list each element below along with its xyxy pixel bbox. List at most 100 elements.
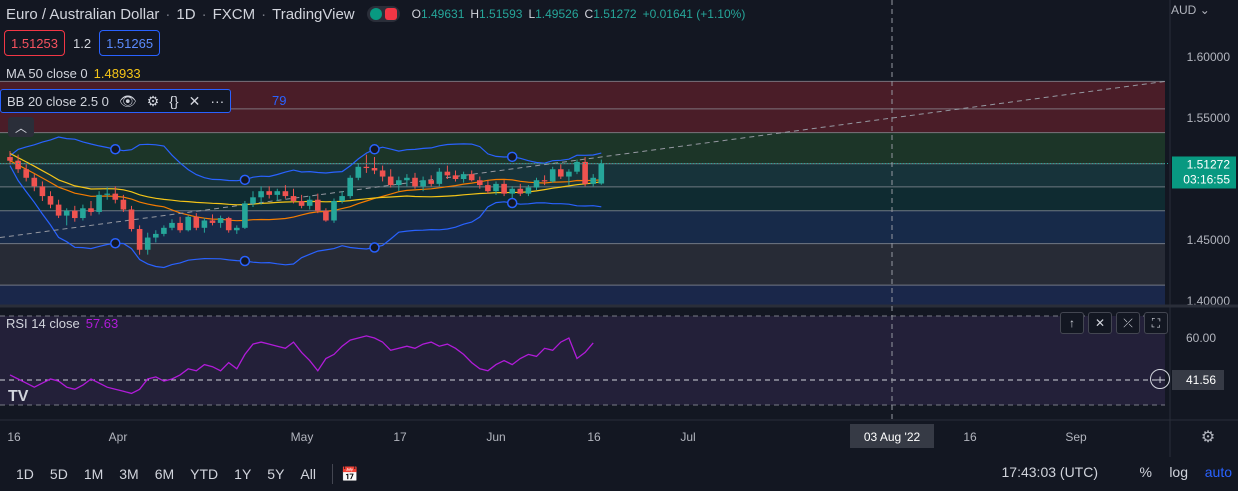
market-open-icon — [369, 8, 382, 20]
candle-body — [23, 169, 29, 178]
currency-selector[interactable]: AUD ⌄ — [1171, 3, 1210, 17]
calendar-range-icon[interactable]: 📅 — [340, 465, 359, 482]
chart-background — [0, 0, 1238, 457]
chevron-up-icon: ︿ — [14, 120, 27, 135]
close-pane-button[interactable]: ✕ — [1088, 312, 1112, 334]
tradingview-logo[interactable]: TV — [8, 388, 29, 405]
time-tick-label: 16 — [963, 430, 977, 444]
candle-body — [517, 188, 524, 194]
candle-body — [331, 200, 337, 221]
rsi-band — [0, 316, 1165, 405]
candle-body — [96, 194, 102, 212]
move-pane-up-button[interactable]: ↑ — [1060, 312, 1084, 334]
trend-line — [0, 80, 1166, 239]
candle-body — [47, 196, 54, 205]
arrow-up-icon: ↑ — [1069, 316, 1075, 330]
candle-body — [509, 188, 515, 194]
last-price-label: 1.51272 — [1187, 157, 1231, 171]
close-icon[interactable]: ✕ — [188, 92, 201, 109]
candle-body — [428, 180, 434, 184]
bb-legend[interactable]: BB 20 close 2.5 0 👁 ⚙ {} ✕ ··· — [0, 89, 232, 113]
candle-body — [315, 199, 321, 211]
bb-marker — [506, 151, 518, 163]
candle-body — [266, 191, 272, 195]
candle-body — [274, 191, 281, 195]
ma-value: 1.48933 — [93, 66, 141, 81]
candle-body — [120, 199, 127, 210]
candle-body — [541, 180, 548, 182]
candle-body — [493, 183, 499, 192]
collapse-legend-button[interactable]: ︿ — [8, 117, 34, 137]
timeframe-1d-button[interactable]: 1D — [16, 466, 34, 482]
candle-body — [217, 218, 224, 223]
time-tick-label: 16 — [587, 430, 601, 444]
timeframe-1y-button[interactable]: 1Y — [234, 466, 252, 482]
candle-body — [468, 174, 475, 181]
rsi-legend[interactable]: RSI 14 close 57.63 — [6, 316, 118, 331]
timeframe-ytd-button[interactable]: YTD — [190, 466, 219, 482]
pane-buttons: ↑ ✕ ⤫ ⛶ — [1060, 312, 1168, 334]
candle-body — [250, 197, 256, 204]
ohlc-item: O1.49631 — [412, 7, 465, 21]
maximize-pane-button[interactable]: ⛶ — [1144, 312, 1168, 334]
candle-body — [225, 218, 232, 231]
candle-body — [452, 175, 459, 179]
collapse-pane-button[interactable]: ⤫ — [1116, 312, 1140, 334]
market-status-pill[interactable] — [366, 6, 400, 22]
timeframe-5d-button[interactable]: 5D — [49, 466, 68, 482]
timeframe-5y-button[interactable]: 5Y — [267, 466, 285, 482]
timeframe-6m-button[interactable]: 6M — [154, 466, 175, 482]
candle-body — [72, 210, 78, 219]
timeframe-1m-button[interactable]: 1M — [83, 466, 104, 482]
fib-zone — [0, 132, 1165, 164]
ohlc-item: H1.51593 — [470, 7, 522, 21]
candle-body — [242, 203, 248, 228]
symbol-title[interactable]: Euro / Australian Dollar — [6, 5, 160, 23]
bb-marker — [239, 174, 251, 186]
interval-label[interactable]: 1D — [176, 5, 196, 23]
bb-marker — [110, 144, 121, 155]
rsi-value: 57.63 — [85, 316, 119, 331]
candle-body — [104, 193, 110, 195]
price-chart[interactable]: 1.600001.550001.450001.400001.5127203:16… — [0, 0, 1238, 457]
candle-body — [290, 196, 297, 201]
settings-icon: ⚙ — [1201, 429, 1215, 446]
candle-body — [80, 208, 86, 219]
bb-upper-line — [9, 136, 602, 182]
bb-marker — [369, 242, 380, 253]
auto-toggle[interactable]: auto — [1204, 464, 1232, 480]
candle-body — [444, 171, 451, 176]
candle-body — [396, 180, 402, 186]
eye-icon[interactable]: 👁 — [118, 92, 137, 109]
clock[interactable]: 17:43:03 (UTC) — [1001, 464, 1098, 480]
rsi-crosshair-badge — [1172, 370, 1224, 390]
candle-body — [88, 208, 94, 212]
add-crosshair-button[interactable]: + — [1150, 369, 1170, 389]
price-tick-label: 1.60000 — [1187, 50, 1231, 64]
candle-body — [39, 186, 46, 197]
more-icon[interactable]: ··· — [210, 93, 225, 109]
spread-value: 1.2 — [73, 35, 92, 51]
sell-button[interactable]: 1.51253 — [4, 30, 65, 56]
fib-zone — [0, 108, 1165, 133]
candle-body — [355, 166, 362, 178]
plus-icon: + — [1156, 371, 1164, 387]
braces-icon[interactable]: {} — [169, 93, 179, 109]
candle-body — [582, 161, 588, 184]
candle-body — [161, 227, 167, 234]
candle-body — [136, 229, 143, 250]
rsi-crosshair-label: 41.56 — [1186, 373, 1216, 387]
ohlc-key: L — [528, 7, 536, 21]
exchange-label: FXCM — [212, 5, 256, 23]
buy-button[interactable]: 1.51265 — [99, 30, 161, 56]
candle-body — [7, 157, 13, 161]
gear-icon[interactable]: ⚙ — [146, 92, 160, 109]
rsi-tick-label: 60.00 — [1186, 331, 1216, 345]
percent-toggle[interactable]: % — [1139, 464, 1152, 480]
log-toggle[interactable]: log — [1169, 464, 1188, 480]
timeframe-3m-button[interactable]: 3M — [119, 466, 139, 482]
candle-body — [169, 222, 175, 228]
timeframe-all-button[interactable]: All — [300, 466, 316, 482]
ma-legend[interactable]: MA 50 close 0 1.48933 — [6, 66, 141, 81]
divider — [331, 464, 333, 484]
